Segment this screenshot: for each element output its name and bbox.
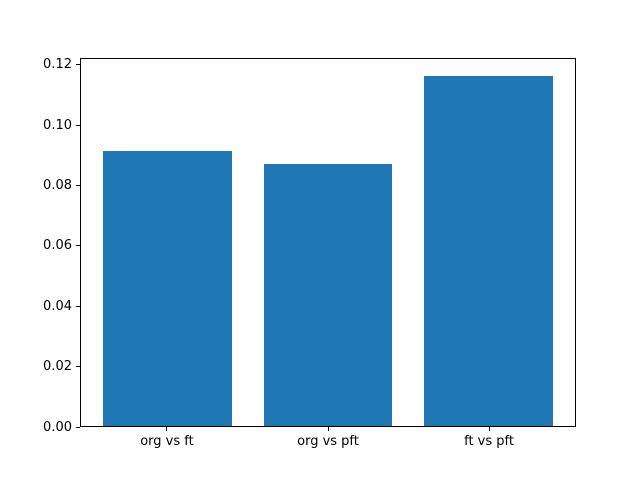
bar-org-vs-pft [263,163,393,426]
y-tick-mark [76,366,80,368]
y-tick-label: 0.04 [43,298,72,314]
x-tick-mark [327,427,329,431]
y-tick-mark [76,426,80,428]
y-tick-mark [76,64,80,66]
y-tick-label: 0.10 [43,117,72,133]
y-tick-mark [76,185,80,187]
y-tick-label: 0.08 [43,178,72,194]
bars-layer [81,59,575,426]
y-tick-mark [76,305,80,307]
axes-plot-area [80,58,576,427]
bar-ft-vs-pft [424,76,553,426]
x-tick-mark [488,427,490,431]
x-tick-label: org vs pft [297,434,359,449]
y-tick-label: 0.00 [43,419,72,435]
bar-org-vs-ft [103,150,232,426]
y-tick-mark [76,124,80,126]
x-tick-mark [166,427,168,431]
y-tick-mark [76,245,80,247]
x-tick-label: ft vs pft [464,434,514,449]
y-tick-label: 0.06 [43,238,72,254]
x-tick-label: org vs ft [140,434,194,449]
y-tick-label: 0.02 [43,359,72,375]
y-tick-label: 0.12 [43,57,72,73]
